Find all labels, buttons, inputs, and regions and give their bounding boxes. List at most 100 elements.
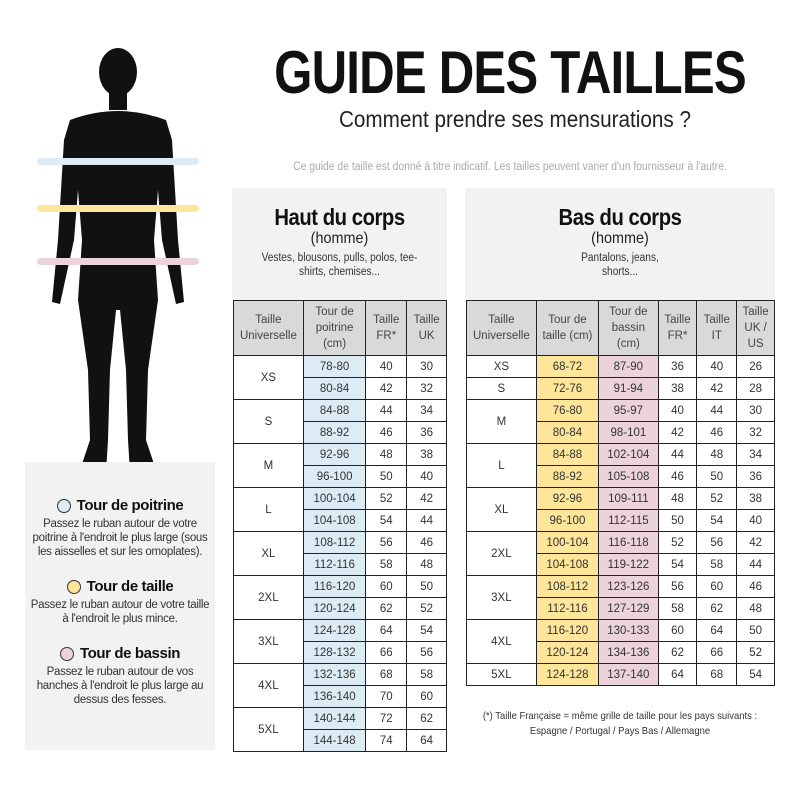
page-title: GUIDE DES TAILLES — [274, 39, 747, 106]
table-row: 3XL 124-128 64 54 — [233, 619, 447, 664]
value-cell: 60 — [365, 575, 408, 598]
value-cell: 48 — [696, 443, 738, 466]
value-cell: 102-104 — [598, 443, 659, 466]
table-row: 2XL 116-120 60 50 — [233, 575, 447, 620]
value-cell: 46 — [406, 531, 447, 554]
value-cell: 80-84 — [302, 377, 367, 400]
table-row: L 100-104 52 42 — [233, 487, 447, 532]
value-cell: 91-94 — [598, 377, 659, 400]
value-cell: 116-120 — [535, 619, 600, 642]
legend-title: Tour de bassin — [80, 645, 180, 662]
value-cell: 108-112 — [535, 575, 600, 598]
value-cell: 116-120 — [302, 575, 367, 598]
size-cell: L — [233, 487, 304, 532]
table-row: XL 92-96 109-111 48 52 38 — [466, 487, 775, 532]
value-cell: 52 — [696, 487, 738, 510]
size-cell: XS — [233, 355, 304, 400]
value-cell: 34 — [736, 443, 775, 466]
value-cell: 30 — [736, 399, 775, 422]
column-header: Tour de taille (cm) — [535, 300, 600, 356]
value-cell: 140-144 — [302, 707, 367, 730]
table-row: 88-92 105-108 46 50 36 — [467, 465, 775, 488]
table-row: 112-116 127-129 58 62 48 — [467, 597, 775, 620]
column-header: Tour de bassin (cm) — [598, 300, 659, 356]
table-row: S 72-76 91-94 38 42 28 — [466, 377, 775, 400]
value-cell: 116-118 — [598, 531, 659, 554]
value-cell: 104-108 — [535, 553, 600, 576]
table-row: M 76-80 95-97 40 44 30 — [466, 399, 775, 444]
value-cell: 48 — [365, 443, 408, 466]
value-cell: 48 — [736, 597, 775, 620]
table-row: 3XL 108-112 123-126 56 60 46 — [466, 575, 775, 620]
value-cell: 60 — [696, 575, 738, 598]
legend-chest: Tour de poitrine Passez le ruban autour … — [25, 496, 215, 559]
value-cell: 48 — [406, 553, 447, 576]
table-row: 104-108 54 44 — [234, 509, 447, 532]
value-cell: 144-148 — [302, 729, 367, 752]
value-cell: 44 — [696, 399, 738, 422]
value-cell: 68 — [365, 663, 408, 686]
value-cell: 96-100 — [302, 465, 367, 488]
value-cell: 137-140 — [598, 663, 659, 686]
table-row: 5XL 124-128 137-140 64 68 54 — [466, 663, 775, 686]
value-cell: 44 — [406, 509, 447, 532]
value-cell: 123-126 — [598, 575, 659, 598]
value-cell: 52 — [406, 597, 447, 620]
value-cell: 56 — [365, 531, 408, 554]
value-cell: 38 — [406, 443, 447, 466]
legend-title: Tour de taille — [86, 578, 174, 595]
size-cell: XL — [233, 531, 304, 576]
waist-circle-icon — [66, 579, 81, 594]
value-cell: 36 — [736, 465, 775, 488]
value-cell: 40 — [696, 355, 738, 378]
table-row: 120-124 134-136 62 66 52 — [467, 641, 775, 664]
size-cell: 3XL — [233, 619, 304, 664]
value-cell: 64 — [365, 619, 408, 642]
value-cell: 120-124 — [535, 641, 600, 664]
value-cell: 58 — [406, 663, 447, 686]
value-cell: 56 — [406, 641, 447, 664]
column-header: Taille UK / US — [736, 300, 775, 356]
value-cell: 62 — [696, 597, 738, 620]
value-cell: 74 — [365, 729, 408, 752]
value-cell: 87-90 — [598, 355, 659, 378]
chest-circle-icon — [56, 498, 71, 513]
value-cell: 92-96 — [302, 443, 367, 466]
value-cell: 32 — [406, 377, 447, 400]
table-row: 96-100 50 40 — [234, 465, 447, 488]
size-cell: 2XL — [233, 575, 304, 620]
upper-body-header: Haut du corps (homme) Vestes, blousons, … — [232, 188, 447, 301]
value-cell: 58 — [365, 553, 408, 576]
value-cell: 42 — [406, 487, 447, 510]
value-cell: 72-76 — [535, 377, 600, 400]
value-cell: 119-122 — [598, 553, 659, 576]
value-cell: 28 — [736, 377, 775, 400]
column-header: Taille FR* — [657, 300, 698, 356]
upper-size-table: Taille Universelle Tour de poitrine (cm) T… — [233, 300, 447, 752]
size-cell: L — [466, 443, 537, 488]
lower-gender: (homme) — [591, 230, 649, 247]
value-cell: 50 — [736, 619, 775, 642]
value-cell: 95-97 — [598, 399, 659, 422]
size-cell: XS — [466, 355, 537, 378]
value-cell: 68 — [696, 663, 738, 686]
value-cell: 105-108 — [598, 465, 659, 488]
value-cell: 50 — [365, 465, 408, 488]
value-cell: 112-115 — [598, 509, 659, 532]
legend-hips: Tour de bassin Passez le ruban autour de… — [25, 644, 215, 707]
disclaimer: Ce guide de taille est donné à titre ind… — [293, 161, 727, 173]
value-cell: 104-108 — [302, 509, 367, 532]
legend-title: Tour de poitrine — [76, 497, 184, 514]
value-cell: 34 — [406, 399, 447, 422]
value-cell: 84-88 — [302, 399, 367, 422]
value-cell: 66 — [365, 641, 408, 664]
value-cell: 40 — [365, 355, 408, 378]
table-row: 104-108 119-122 54 58 44 — [467, 553, 775, 576]
size-cell: M — [466, 399, 537, 444]
size-cell: 2XL — [466, 531, 537, 576]
size-cell: 5XL — [466, 663, 537, 686]
table-row: 5XL 140-144 72 62 — [233, 707, 447, 752]
column-header: Taille UK — [406, 300, 447, 356]
value-cell: 42 — [696, 377, 738, 400]
value-cell: 130-133 — [598, 619, 659, 642]
